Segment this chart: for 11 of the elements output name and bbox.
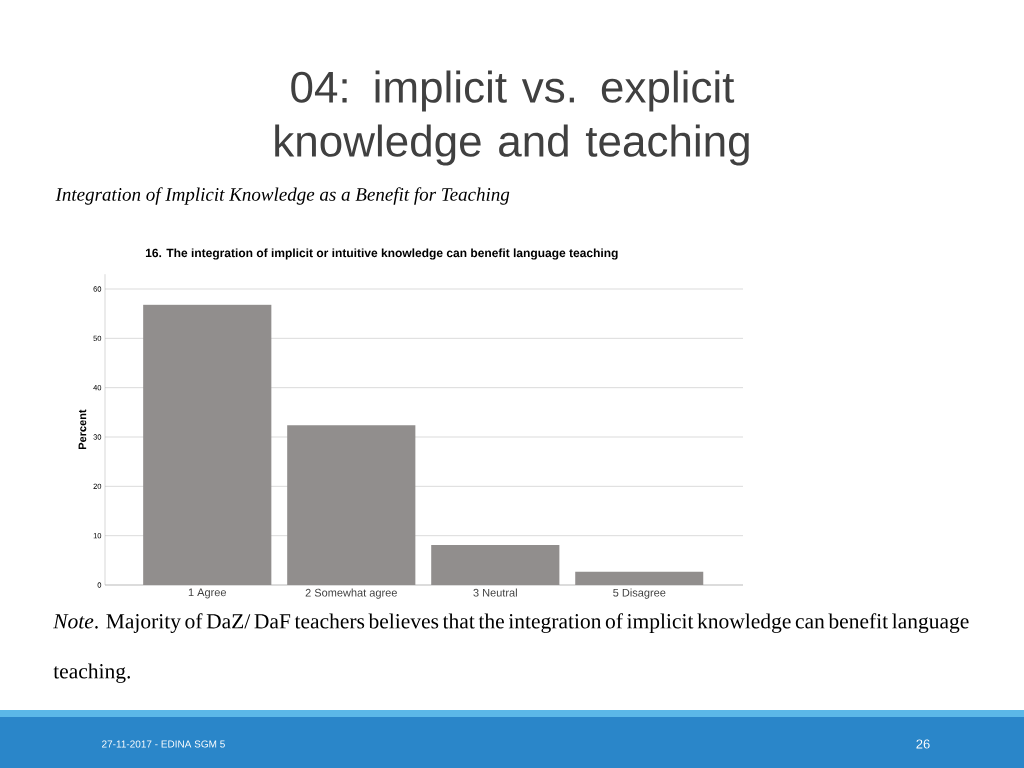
text: Note. Majority of DaZ/ DaF teachers believes that the integration of implicit knowledge can benefit language teaching. [53, 613, 969, 683]
x-tick-label: 5 Disagree [613, 588, 666, 599]
text: 16. The integration of implicit or intuitive knowledge can benefit language teaching [145, 248, 618, 260]
x-tick-label: 3 Neutral [473, 588, 517, 597]
chart-title: 04: implicit vs. explicit knowledge and teaching [275, 70, 749, 166]
x-tick-label: 1 Agree [188, 588, 227, 599]
x-tick-label: 2 Somewhat agree [305, 588, 397, 599]
y-axis-title: Percent [78, 409, 87, 450]
text: 27-11-2017 - EDINA SGM 5 [102, 740, 225, 748]
text: 26 [916, 739, 930, 749]
chart-subtitle: Integration of Implicit Knowledge as a Benefit for Teaching [55, 187, 510, 205]
